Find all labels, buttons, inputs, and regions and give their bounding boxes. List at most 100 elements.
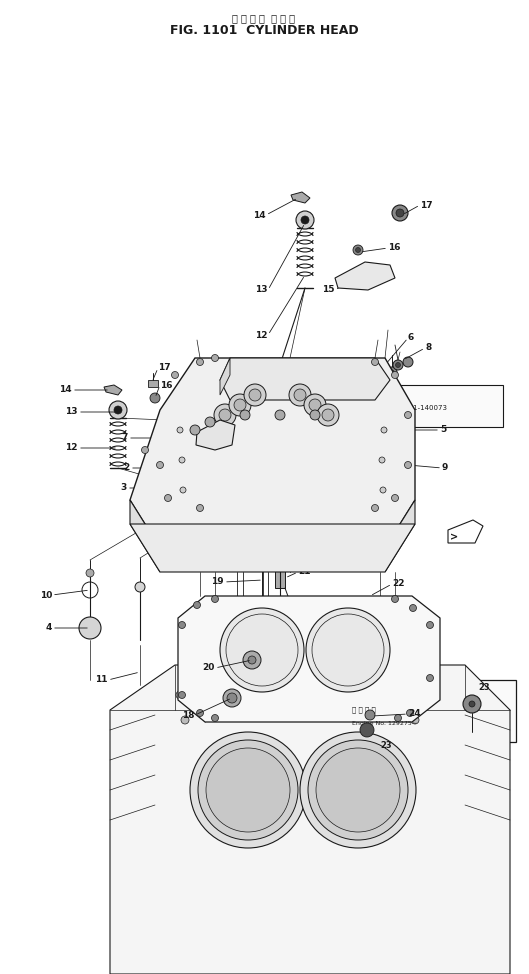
- Circle shape: [114, 406, 122, 414]
- Circle shape: [391, 676, 399, 684]
- Circle shape: [391, 371, 398, 379]
- Bar: [148, 380, 158, 387]
- Circle shape: [381, 427, 387, 433]
- Circle shape: [353, 245, 363, 255]
- Polygon shape: [385, 500, 415, 572]
- Text: 18: 18: [183, 710, 195, 720]
- Circle shape: [177, 427, 183, 433]
- Text: 23: 23: [380, 740, 391, 750]
- Text: 2: 2: [124, 464, 130, 472]
- Text: 20: 20: [203, 663, 215, 672]
- Text: Serial No.100101-140073: Serial No.100101-140073: [357, 405, 447, 411]
- Circle shape: [150, 393, 160, 403]
- Text: 19: 19: [212, 578, 224, 586]
- Circle shape: [171, 371, 178, 379]
- Circle shape: [391, 595, 398, 603]
- Circle shape: [248, 656, 256, 664]
- Circle shape: [201, 676, 209, 684]
- Polygon shape: [130, 524, 415, 572]
- Circle shape: [179, 457, 185, 463]
- Text: 3: 3: [121, 483, 127, 493]
- Text: 12: 12: [256, 330, 268, 340]
- Text: 13: 13: [256, 285, 268, 294]
- Circle shape: [463, 695, 481, 713]
- Circle shape: [371, 505, 379, 511]
- Circle shape: [219, 409, 231, 421]
- Circle shape: [391, 495, 398, 502]
- Circle shape: [360, 723, 374, 737]
- Circle shape: [304, 394, 326, 416]
- Text: 15: 15: [323, 285, 335, 294]
- Circle shape: [275, 410, 285, 420]
- Text: 13: 13: [66, 407, 78, 417]
- Polygon shape: [110, 665, 510, 974]
- Circle shape: [190, 732, 306, 848]
- Polygon shape: [291, 192, 310, 203]
- Circle shape: [411, 716, 419, 724]
- Circle shape: [234, 399, 246, 411]
- Circle shape: [86, 569, 94, 577]
- Text: 7: 7: [122, 433, 128, 442]
- Circle shape: [393, 360, 403, 370]
- Text: >: >: [450, 532, 458, 542]
- Circle shape: [243, 651, 261, 669]
- Circle shape: [165, 495, 171, 502]
- Bar: [275, 570, 285, 588]
- Circle shape: [196, 505, 204, 511]
- Circle shape: [294, 389, 306, 401]
- Circle shape: [317, 404, 339, 426]
- Circle shape: [405, 411, 412, 419]
- Bar: [280, 390, 286, 410]
- Circle shape: [301, 216, 309, 224]
- Text: FIG. 1101  CYLINDER HEAD: FIG. 1101 CYLINDER HEAD: [170, 24, 358, 38]
- Circle shape: [409, 605, 416, 612]
- Text: 17: 17: [420, 201, 433, 209]
- Circle shape: [244, 384, 266, 406]
- Circle shape: [196, 358, 204, 365]
- Text: シ リ ン ダ  ヘ ッ ド: シ リ ン ダ ヘ ッ ド: [233, 13, 296, 23]
- Circle shape: [365, 710, 375, 720]
- Bar: [350, 700, 435, 750]
- Circle shape: [176, 691, 184, 699]
- Bar: [355, 385, 503, 427]
- Text: 9: 9: [442, 464, 449, 472]
- Circle shape: [205, 417, 215, 427]
- Polygon shape: [104, 385, 122, 395]
- Circle shape: [194, 602, 200, 609]
- Circle shape: [181, 716, 189, 724]
- Circle shape: [426, 621, 433, 628]
- Circle shape: [227, 693, 237, 703]
- Text: 14: 14: [253, 210, 266, 219]
- Circle shape: [229, 394, 251, 416]
- Circle shape: [178, 692, 186, 698]
- Text: 6: 6: [408, 333, 414, 343]
- Text: 21: 21: [298, 568, 311, 577]
- Circle shape: [79, 617, 101, 639]
- Text: 8: 8: [425, 344, 431, 353]
- Text: 10: 10: [40, 590, 52, 600]
- Text: 適 用 車 種: 適 用 車 種: [352, 707, 376, 713]
- Circle shape: [206, 748, 290, 832]
- Circle shape: [109, 401, 127, 419]
- Circle shape: [379, 457, 385, 463]
- Bar: [258, 600, 268, 622]
- Circle shape: [198, 740, 298, 840]
- Circle shape: [214, 404, 236, 426]
- Circle shape: [223, 689, 241, 707]
- Circle shape: [371, 358, 379, 365]
- Circle shape: [309, 399, 321, 411]
- Circle shape: [296, 211, 314, 229]
- Bar: [440, 680, 516, 742]
- Polygon shape: [220, 358, 390, 400]
- Text: 16: 16: [388, 244, 400, 252]
- Text: 17: 17: [158, 363, 171, 372]
- Polygon shape: [335, 262, 395, 290]
- Polygon shape: [130, 358, 415, 548]
- Text: 23: 23: [478, 684, 490, 693]
- Circle shape: [395, 715, 402, 722]
- Circle shape: [212, 715, 218, 722]
- Circle shape: [322, 409, 334, 421]
- Circle shape: [469, 701, 475, 707]
- Circle shape: [306, 608, 390, 692]
- Text: 22: 22: [392, 580, 405, 588]
